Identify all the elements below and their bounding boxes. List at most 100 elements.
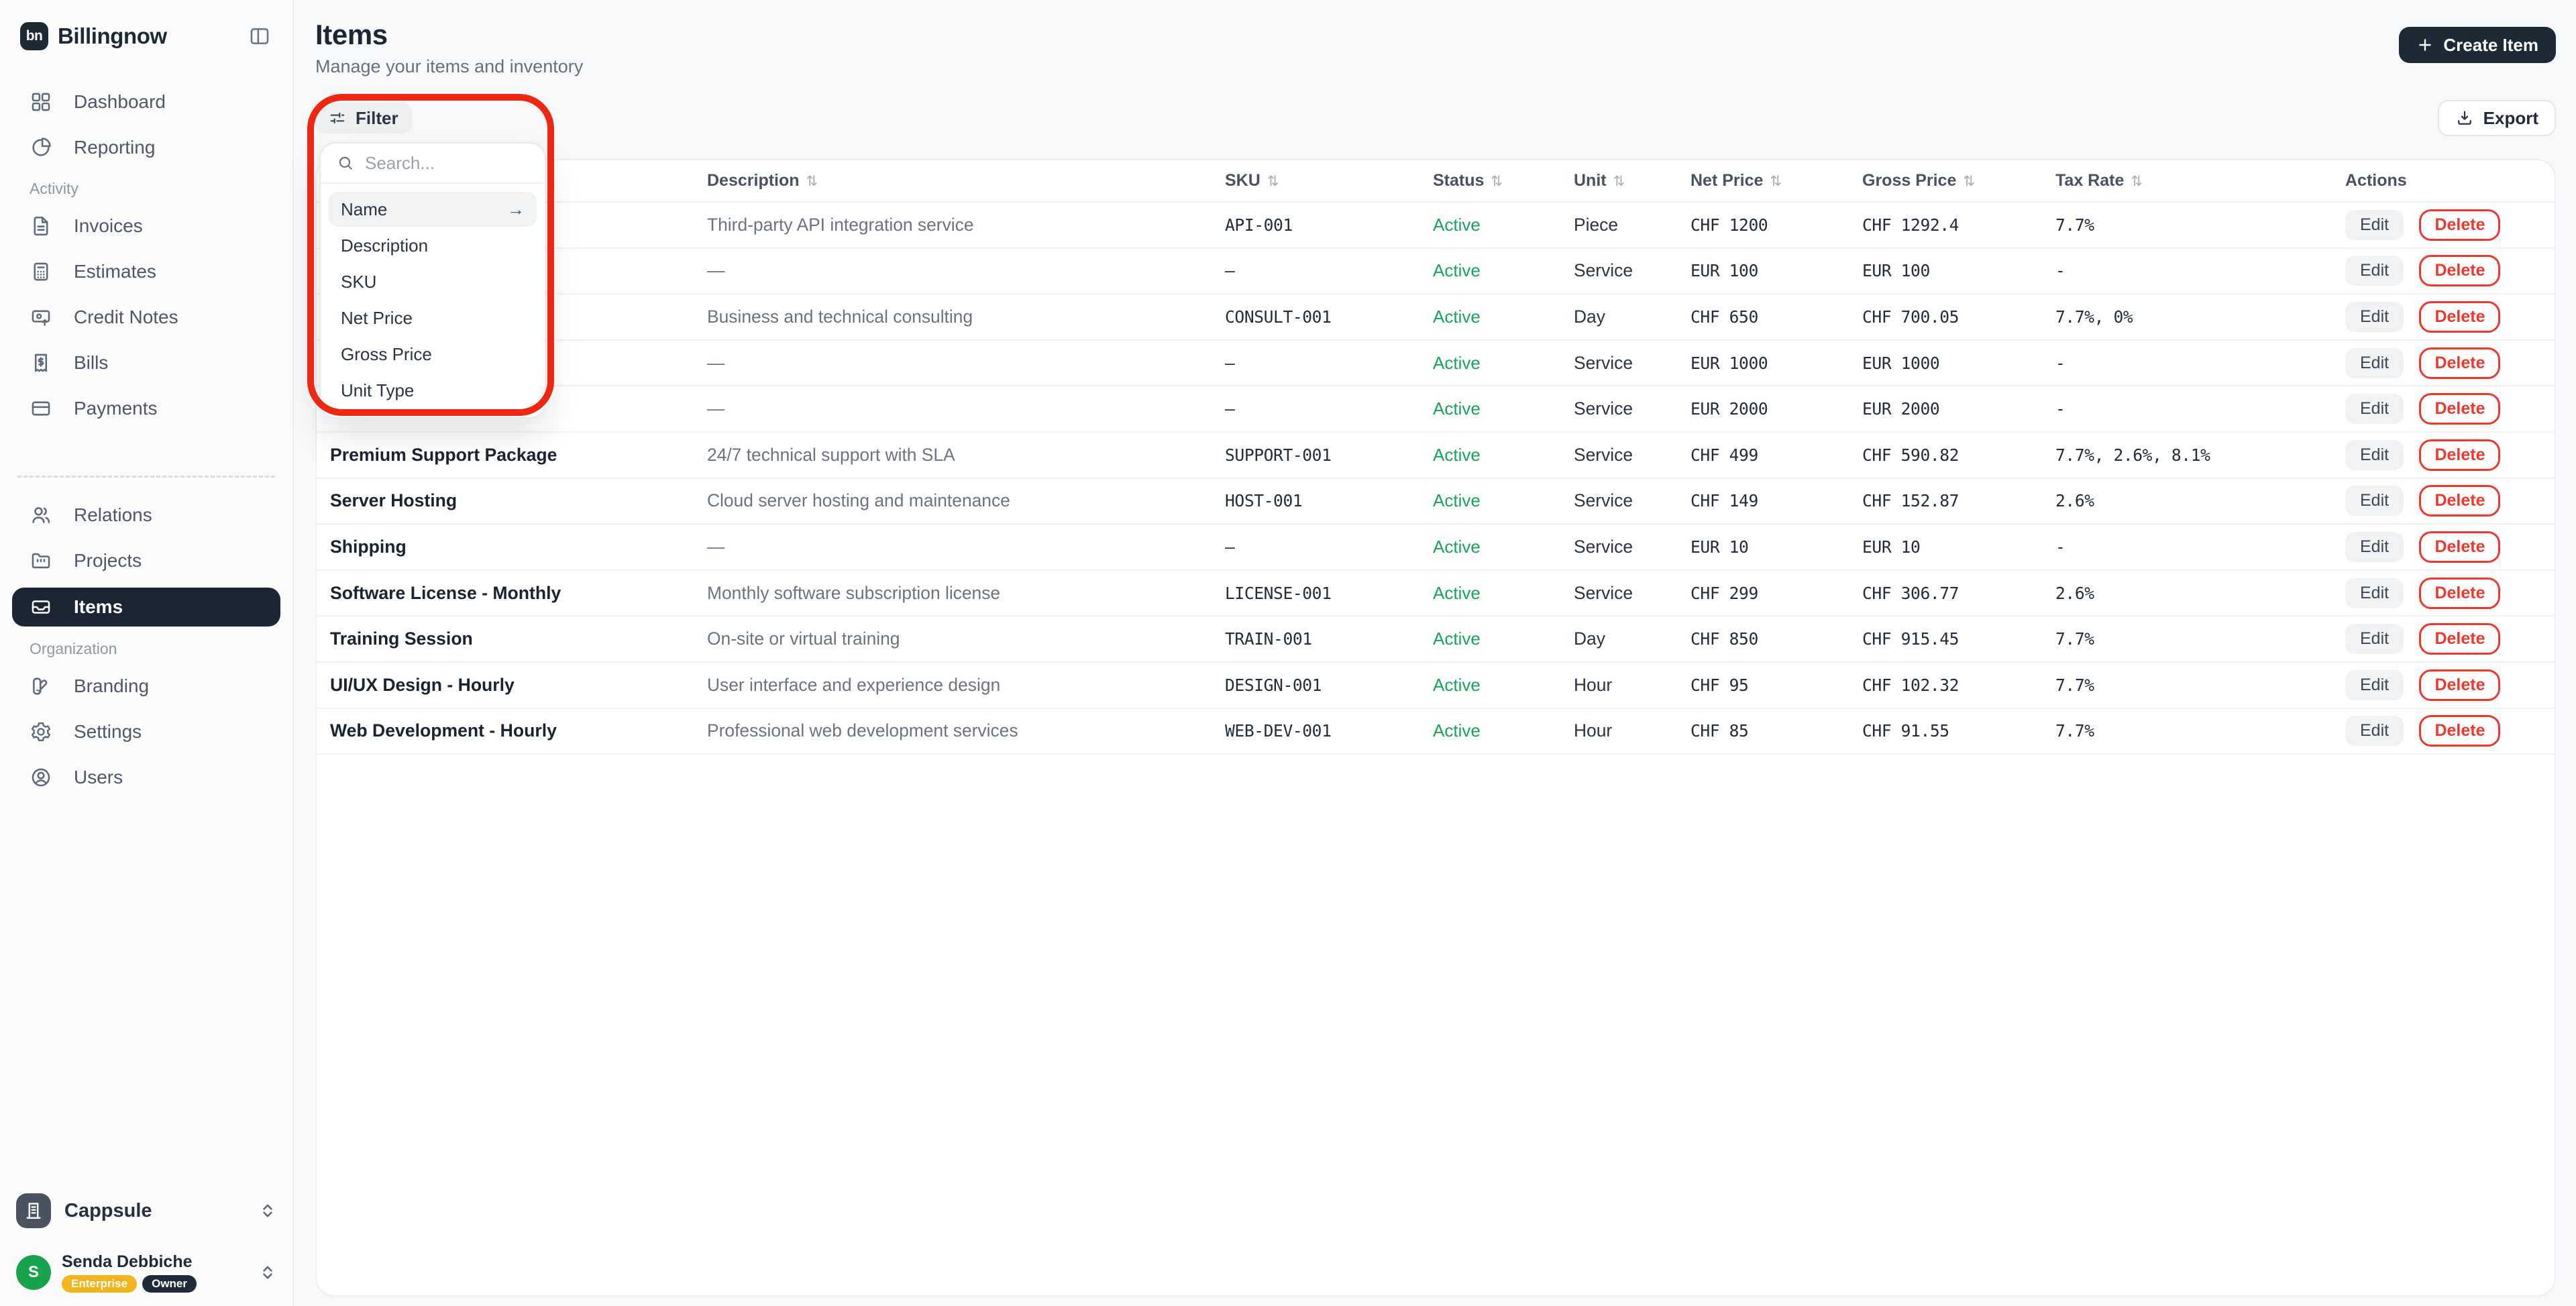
export-button[interactable]: Export [2437, 100, 2556, 136]
sidebar-item-users[interactable]: Users [12, 759, 280, 796]
item-name-cell: UI/UX Design - Hourly [317, 661, 694, 709]
delete-button[interactable]: Delete [2419, 301, 2501, 333]
sort-icon: ⇅ [1491, 174, 1503, 189]
delete-button[interactable]: Delete [2419, 577, 2501, 609]
delete-button[interactable]: Delete [2419, 209, 2501, 241]
table-row: Web Development - Hourly Professional we… [317, 708, 2555, 755]
item-sku-cell: – [1212, 248, 1419, 295]
item-sku-cell: LICENSE-001 [1212, 569, 1419, 617]
item-description-cell: Monthly software subscription license [694, 569, 1212, 617]
sidebar-item-invoices[interactable]: Invoices [12, 207, 280, 245]
filter-option-net-price[interactable]: Net Price [341, 307, 413, 328]
sidebar-item-estimates[interactable]: Estimates [12, 253, 280, 290]
item-description-cell: — [694, 386, 1212, 433]
filter-dropdown: Name → Description SKU Net Price Gross P… [319, 142, 546, 419]
table-row: Training Session On-site or virtual trai… [317, 616, 2555, 663]
sidebar-item-credit-notes[interactable]: Credit Notes [12, 298, 280, 336]
item-net-price-cell: CHF 149 [1677, 478, 1849, 525]
item-tax-rate-cell: - [2042, 386, 2332, 433]
filter-options-menu: Name → Description SKU Net Price Gross P… [321, 184, 545, 417]
sort-icon: ⇅ [806, 174, 818, 189]
filter-search-input[interactable] [365, 152, 529, 174]
item-description-cell: — [694, 524, 1212, 571]
sidebar-item-label: Settings [74, 721, 142, 742]
main-content: Items Manage your items and inventory Cr… [294, 0, 2576, 1306]
org-switcher[interactable]: Cappsule [16, 1193, 276, 1228]
item-gross-price-cell: CHF 102.32 [1849, 661, 2042, 709]
column-header-status[interactable]: Status ⇅ [1419, 160, 1560, 203]
column-header-net-price[interactable]: Net Price ⇅ [1677, 160, 1849, 203]
delete-button[interactable]: Delete [2419, 531, 2501, 563]
create-item-button[interactable]: Create Item [2399, 27, 2556, 63]
delete-button[interactable]: Delete [2419, 669, 2501, 701]
delete-button[interactable]: Delete [2419, 255, 2501, 287]
item-actions-cell: Edit Delete [2332, 202, 2555, 249]
column-header-tax-rate[interactable]: Tax Rate ⇅ [2042, 160, 2332, 203]
arrow-right-icon: → [507, 199, 525, 219]
delete-button[interactable]: Delete [2419, 623, 2501, 655]
filter-option-description[interactable]: Description [341, 235, 429, 256]
sliders-icon [329, 109, 346, 127]
edit-button[interactable]: Edit [2345, 347, 2404, 378]
edit-button[interactable]: Edit [2345, 716, 2404, 747]
column-header-gross-price[interactable]: Gross Price ⇅ [1849, 160, 2042, 203]
sidebar-item-dashboard[interactable]: Dashboard [12, 83, 280, 121]
sidebar-item-items[interactable]: Items [12, 588, 280, 627]
item-sku-cell: WEB-DEV-001 [1212, 708, 1419, 755]
item-unit-cell: Day [1560, 616, 1677, 663]
filter-option-unit-type[interactable]: Unit Type [341, 380, 415, 400]
sidebar-item-reporting[interactable]: Reporting [12, 129, 280, 166]
edit-button[interactable]: Edit [2345, 624, 2404, 655]
filter-option-gross-price[interactable]: Gross Price [341, 343, 432, 364]
avatar: S [16, 1255, 51, 1290]
sidebar-item-payments[interactable]: Payments [12, 390, 280, 427]
sidebar-item-label: Branding [74, 675, 150, 696]
edit-button[interactable]: Edit [2345, 301, 2404, 332]
sidebar-item-label: Estimates [74, 261, 156, 282]
item-actions-cell: Edit Delete [2332, 524, 2555, 571]
item-tax-rate-cell: 7.7%, 2.6%, 8.1% [2042, 431, 2332, 479]
item-name-cell: Training Session [317, 616, 694, 663]
sidebar-item-label: Credit Notes [74, 307, 178, 327]
edit-button[interactable]: Edit [2345, 578, 2404, 608]
delete-button[interactable]: Delete [2419, 439, 2501, 471]
delete-button[interactable]: Delete [2419, 347, 2501, 379]
column-header-unit[interactable]: Unit ⇅ [1560, 160, 1677, 203]
edit-button[interactable]: Edit [2345, 669, 2404, 700]
column-header-sku[interactable]: SKU ⇅ [1212, 160, 1419, 203]
sidebar-item-settings[interactable]: Settings [12, 713, 280, 751]
delete-button[interactable]: Delete [2419, 485, 2501, 517]
filter-option-name[interactable]: Name → [329, 192, 537, 227]
item-description-cell: Business and technical consulting [694, 294, 1212, 341]
item-tax-rate-cell: 7.7% [2042, 616, 2332, 663]
credit-note-icon [30, 306, 52, 329]
item-gross-price-cell: CHF 590.82 [1849, 431, 2042, 479]
filter-button[interactable]: Filter [315, 103, 412, 133]
item-unit-cell: Service [1560, 569, 1677, 617]
status-badge: Active [1433, 490, 1481, 511]
items-table: Name⇅ Description⇅ SKU⇅ Status⇅ Unit⇅ Ne… [317, 160, 2555, 755]
role-badge: Owner [142, 1275, 197, 1293]
user-switcher[interactable]: S Senda Debbiche Enterprise Owner [16, 1252, 276, 1293]
delete-button[interactable]: Delete [2419, 715, 2501, 747]
user-name: Senda Debbiche [62, 1252, 193, 1271]
edit-button[interactable]: Edit [2345, 439, 2404, 470]
sidebar-item-branding[interactable]: Branding [12, 667, 280, 705]
sidebar-item-bills[interactable]: Bills [12, 344, 280, 382]
item-sku-cell: – [1212, 386, 1419, 433]
edit-button[interactable]: Edit [2345, 209, 2404, 240]
delete-button[interactable]: Delete [2419, 393, 2501, 425]
edit-button[interactable]: Edit [2345, 531, 2404, 562]
filter-option-sku[interactable]: SKU [341, 271, 377, 292]
sidebar-item-relations[interactable]: Relations [12, 496, 280, 534]
column-header-description[interactable]: Description ⇅ [694, 160, 1212, 203]
search-icon [337, 154, 354, 172]
edit-button[interactable]: Edit [2345, 394, 2404, 425]
item-status-cell: Active [1419, 616, 1560, 663]
edit-button[interactable]: Edit [2345, 486, 2404, 516]
sidebar-section-activity: Activity [30, 180, 78, 197]
item-actions-cell: Edit Delete [2332, 616, 2555, 663]
collapse-sidebar-button[interactable] [246, 22, 274, 50]
sidebar-item-projects[interactable]: Projects [12, 542, 280, 580]
edit-button[interactable]: Edit [2345, 256, 2404, 286]
